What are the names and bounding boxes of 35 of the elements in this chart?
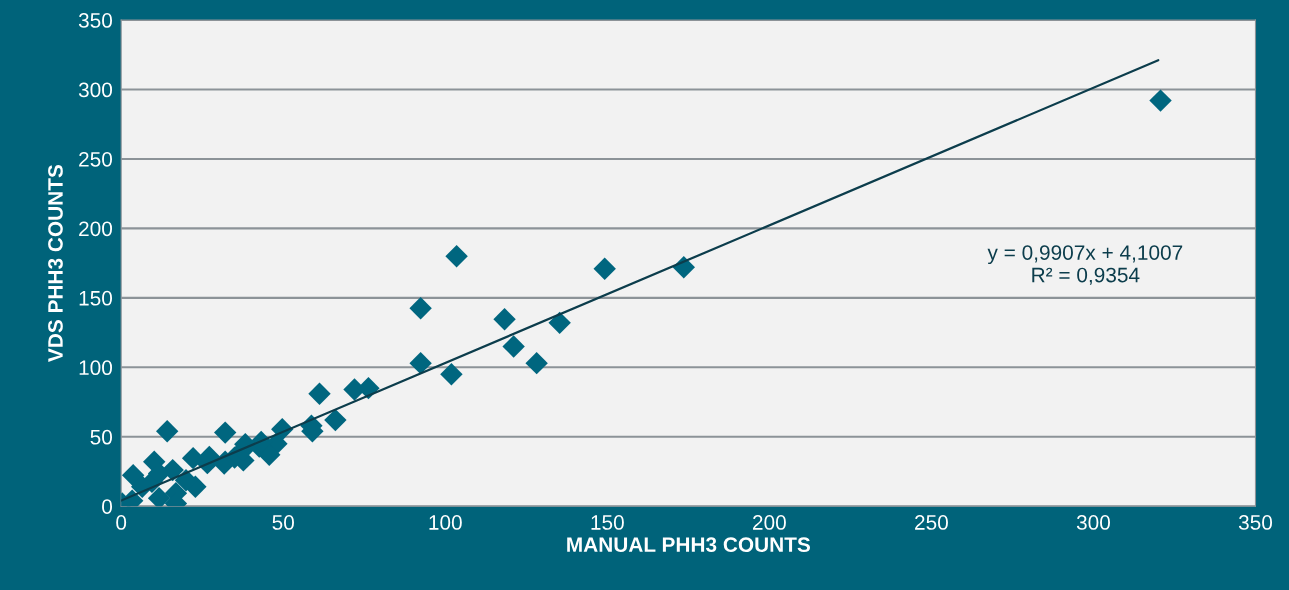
point [147,462,171,485]
x-tick-label: 350 [1238,515,1273,530]
x-tick-label: 50 [272,515,294,530]
y-tick-label: 0 [102,499,113,514]
y-tick-label: 350 [78,13,113,28]
x-tick-label: 250 [915,515,948,530]
x-tick-label: 150 [591,515,624,530]
y-tick-label: 300 [78,82,113,98]
y-tick-label: 100 [79,360,113,376]
point [440,363,463,386]
point [147,486,171,507]
y-tick-label: 200 [79,221,113,237]
x-tick-label: 200 [753,515,786,530]
y-tick-label: 150 [79,290,113,306]
point [525,351,548,375]
point [409,351,432,375]
point [214,421,237,444]
point [409,297,432,320]
point [548,311,571,335]
point [502,335,525,358]
point [493,308,516,331]
point [308,382,331,405]
annotation: y = 0,9907x + 4,1007 R² = 0,9354 [987,245,1183,285]
point [593,257,616,280]
y-tick-label: 50 [90,429,113,445]
point [445,245,468,268]
point [1149,89,1172,112]
point [324,408,347,432]
x-tick-label: 0 [116,515,127,530]
y-tick-label: 250 [79,151,113,167]
y-axis-title: VDS PHH3 COUNTS [48,164,63,362]
x-tick-label: 300 [1076,515,1111,530]
x-axis-title: MANUAL PHH3 COUNTS [567,537,811,553]
x-tick-label: 100 [429,515,462,530]
point [155,420,179,443]
